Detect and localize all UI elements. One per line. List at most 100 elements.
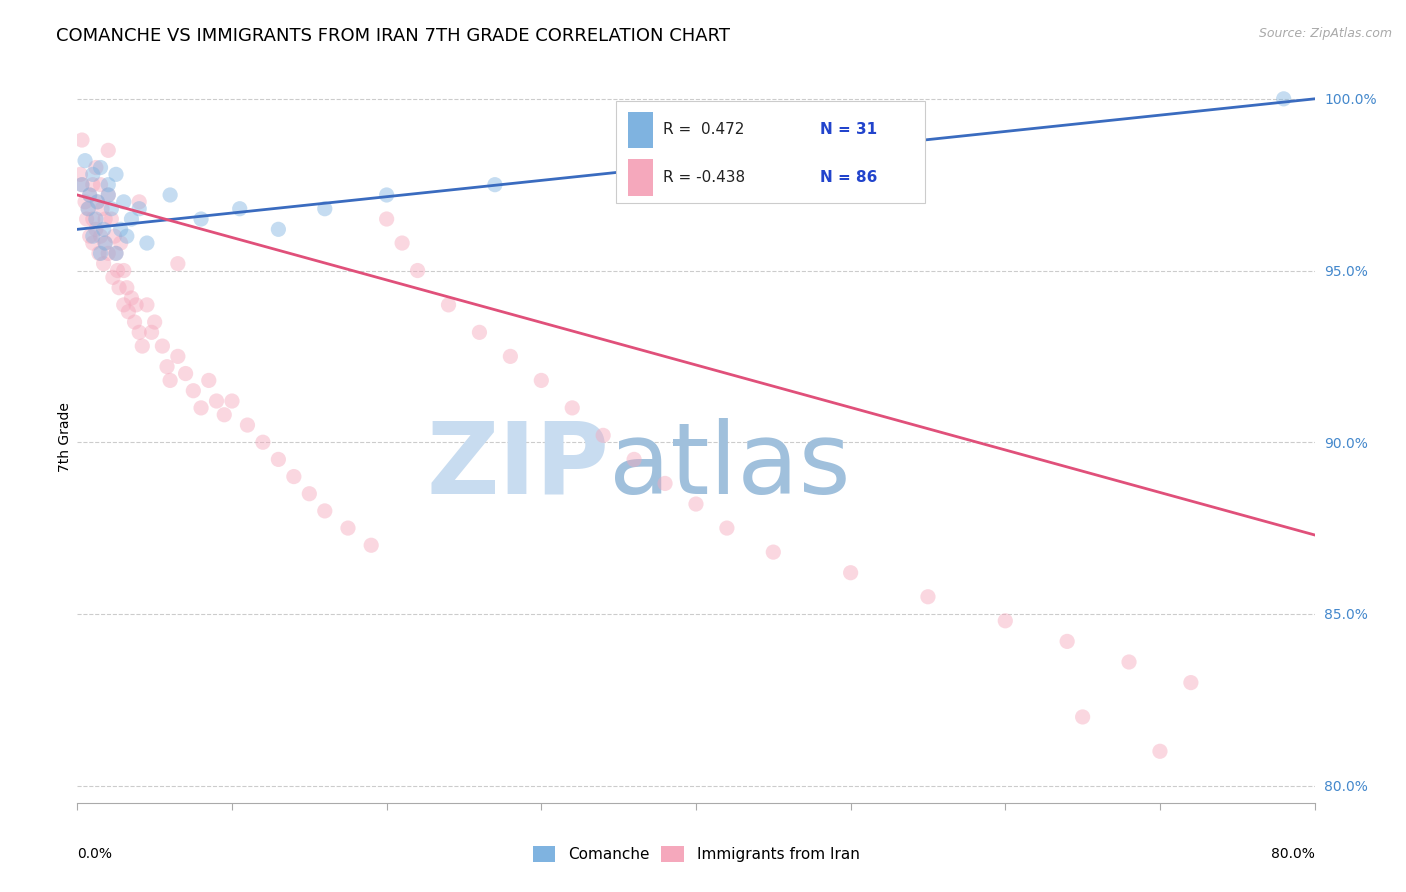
Point [97, 188, 120, 202]
Text: COMANCHE VS IMMIGRANTS FROM IRAN 7TH GRADE CORRELATION CHART: COMANCHE VS IMMIGRANTS FROM IRAN 7TH GRA… [56, 27, 730, 45]
Point [82, 167, 104, 181]
Point [112, 298, 135, 312]
Point [530, 373, 553, 387]
Point [90, 246, 111, 260]
Point [75, 153, 96, 168]
Point [121, 291, 143, 305]
Point [82, 178, 104, 192]
Point [70, 133, 93, 147]
Point [391, 235, 413, 250]
Point [94, 235, 117, 250]
Point [267, 452, 290, 467]
Point [82, 235, 104, 250]
Point [468, 326, 491, 340]
Point [917, 590, 939, 604]
Point [115, 229, 138, 244]
Point [375, 212, 398, 227]
Bar [628, 112, 652, 148]
Point [128, 194, 150, 209]
Point [97, 246, 120, 260]
Point [283, 469, 305, 483]
Point [174, 367, 197, 381]
Point [97, 144, 120, 158]
Point [128, 326, 150, 340]
Point [121, 212, 143, 227]
Point [141, 326, 163, 340]
Text: 80.0%: 80.0% [1271, 847, 1315, 861]
Point [105, 246, 127, 260]
Point [183, 384, 205, 398]
Point [159, 188, 181, 202]
Point [437, 298, 460, 312]
Point [1071, 710, 1094, 724]
Point [97, 178, 120, 192]
Point [112, 194, 135, 209]
Point [314, 504, 336, 518]
Point [128, 202, 150, 216]
Text: R =  0.472: R = 0.472 [662, 122, 744, 137]
Point [190, 401, 212, 415]
Point [214, 408, 236, 422]
Point [82, 229, 104, 244]
Point [252, 435, 274, 450]
Point [1118, 655, 1140, 669]
Point [167, 350, 190, 364]
Point [1272, 92, 1295, 106]
Point [70, 178, 93, 192]
Point [198, 373, 221, 387]
Point [103, 229, 125, 244]
Point [167, 257, 190, 271]
Text: ZIP: ZIP [426, 417, 609, 515]
Point [499, 350, 522, 364]
Y-axis label: 7th Grade: 7th Grade [58, 402, 72, 472]
Point [360, 538, 382, 552]
Point [94, 212, 117, 227]
Point [143, 315, 166, 329]
Point [105, 246, 127, 260]
Point [298, 487, 321, 501]
Point [69, 167, 91, 181]
Point [108, 281, 131, 295]
Point [375, 188, 398, 202]
Point [136, 235, 159, 250]
Point [90, 229, 111, 244]
Point [994, 614, 1017, 628]
Point [228, 202, 252, 216]
Point [406, 263, 429, 277]
Point [205, 394, 228, 409]
Point [484, 178, 506, 192]
Point [77, 202, 100, 216]
Point [107, 263, 129, 277]
Text: R = -0.438: R = -0.438 [662, 169, 745, 185]
Point [685, 497, 707, 511]
Bar [628, 159, 652, 195]
Point [79, 188, 101, 202]
Point [97, 188, 120, 202]
Point [79, 188, 101, 202]
Point [654, 476, 676, 491]
Point [93, 257, 115, 271]
Text: N = 31: N = 31 [820, 122, 877, 137]
Point [90, 178, 111, 192]
Point [87, 246, 110, 260]
Point [1149, 744, 1171, 758]
Point [94, 235, 117, 250]
Point [136, 298, 159, 312]
Point [101, 270, 124, 285]
Point [561, 401, 583, 415]
Point [762, 545, 785, 559]
Point [84, 222, 107, 236]
Point [100, 212, 122, 227]
Point [77, 202, 100, 216]
Legend: Comanche, Immigrants from Iran: Comanche, Immigrants from Iran [526, 840, 866, 868]
Point [75, 194, 96, 209]
Point [86, 194, 108, 209]
Point [105, 167, 127, 181]
Point [716, 521, 738, 535]
Point [1180, 675, 1202, 690]
Point [82, 212, 104, 227]
Point [592, 428, 614, 442]
Point [112, 263, 135, 277]
Point [159, 373, 181, 387]
Point [84, 161, 107, 175]
